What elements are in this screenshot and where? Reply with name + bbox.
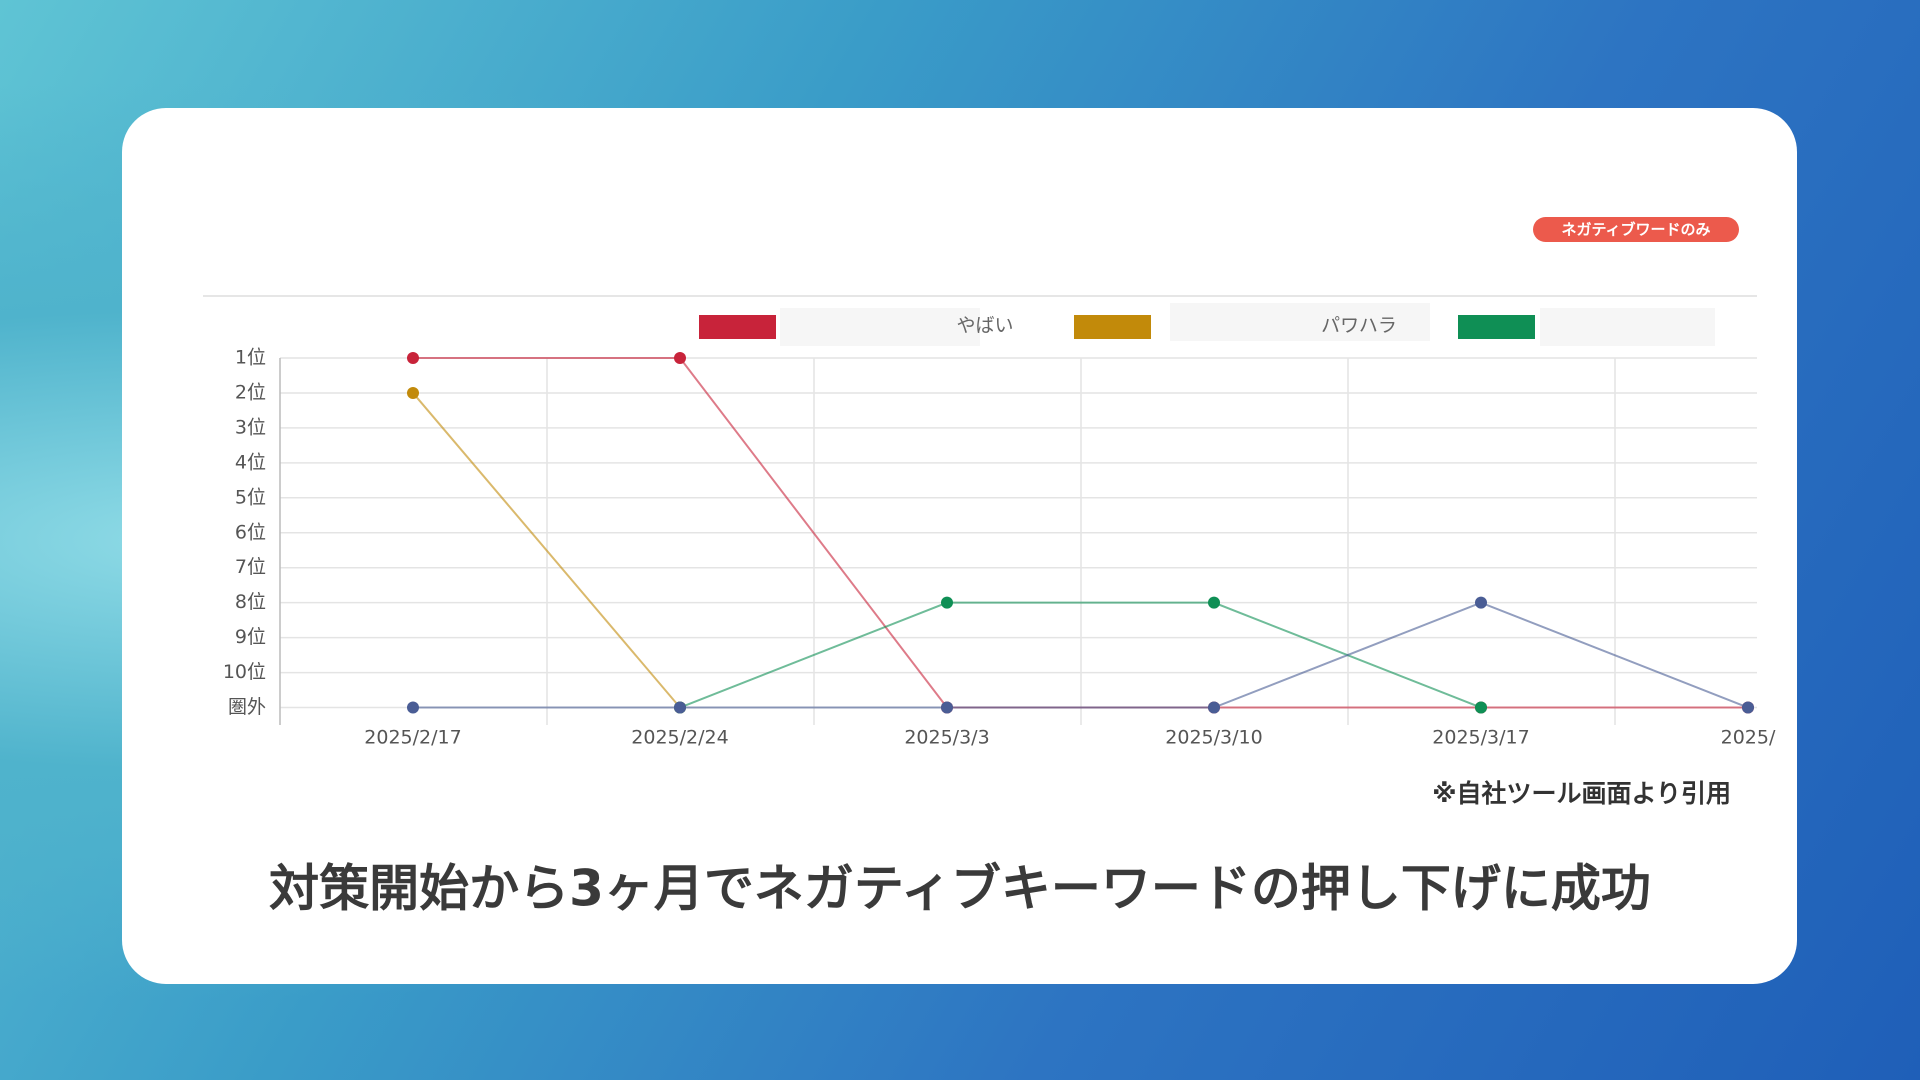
legend-swatch: [1458, 315, 1535, 339]
legend-swatch: [1074, 315, 1151, 339]
legend-mask: [780, 308, 980, 346]
y-tick-label: 4位: [235, 451, 266, 473]
point: [407, 701, 419, 714]
point: [1742, 701, 1754, 714]
badge: [1533, 217, 1739, 242]
y-tick-label: 5位: [235, 486, 266, 508]
y-tick-label: 8位: [235, 591, 266, 613]
y-tick-label: 圏外: [228, 696, 266, 718]
point: [1208, 596, 1220, 609]
legend-label: パワハラ: [1321, 315, 1397, 337]
point: [407, 352, 419, 364]
y-tick-label: 7位: [235, 556, 266, 578]
point: [674, 701, 686, 714]
note: ※自社ツール画面より引用: [1432, 779, 1731, 808]
point: [1208, 701, 1220, 714]
x-tick-label: 2025/3/10: [1165, 727, 1262, 749]
y-tick-label: 6位: [235, 521, 266, 543]
point: [407, 386, 419, 399]
point: [1475, 596, 1487, 609]
legend-swatch: [699, 315, 776, 339]
x-tick-label: 2025/2/24: [631, 727, 728, 749]
x-tick-label: 2025/3/17: [1432, 727, 1529, 749]
y-tick-label: 9位: [235, 626, 266, 648]
legend-label: やばい: [956, 315, 1013, 337]
y-tick-label: 3位: [235, 416, 266, 438]
point: [941, 596, 953, 609]
y-tick-label: 2位: [235, 381, 266, 403]
x-tick-label: 2025/3/3: [904, 727, 989, 749]
point: [674, 352, 686, 364]
card: [122, 108, 1797, 984]
caption: 対策開始から3ヶ月でネガティブキーワードの押し下げに成功: [269, 860, 1651, 918]
point: [1475, 701, 1487, 714]
badge-text: ネガティブワードのみ: [1561, 221, 1710, 239]
x-tick-label: 2025/2/17: [364, 727, 461, 749]
y-tick-label: 10位: [223, 661, 266, 683]
legend-mask: [1170, 303, 1430, 341]
point: [941, 701, 953, 714]
series-line: [412, 392, 681, 709]
y-tick-label: 1位: [235, 347, 266, 369]
series-line: [413, 601, 1749, 709]
legend-mask: [1540, 308, 1715, 346]
x-tick-label: 2025/: [1721, 727, 1776, 749]
